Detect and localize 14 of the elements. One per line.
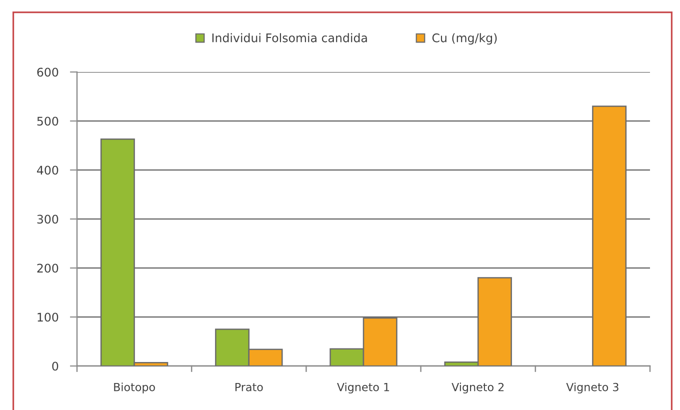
y-tick-label: 500 bbox=[37, 116, 58, 126]
y-tick-label: 300 bbox=[37, 214, 58, 224]
legend-label: Cu (mg/kg) bbox=[432, 33, 497, 45]
x-tick-label: Biotopo bbox=[114, 382, 155, 394]
x-tick-label: Vigneto 2 bbox=[452, 382, 504, 394]
y-tick-label: 400 bbox=[36, 166, 58, 175]
legend-label: Individui Folsomia candida bbox=[212, 33, 367, 42]
x-tick-label: Vigneto 1 bbox=[337, 382, 390, 394]
y-tick-label: 200 bbox=[37, 264, 58, 273]
y-tick-label: 100 bbox=[38, 312, 58, 322]
y-tick-label: 0 bbox=[52, 362, 58, 371]
x-tick-label: Vigneto 3 bbox=[566, 382, 618, 394]
y-tick-label: 600 bbox=[37, 68, 58, 77]
x-tick-label: Prato bbox=[235, 383, 263, 392]
